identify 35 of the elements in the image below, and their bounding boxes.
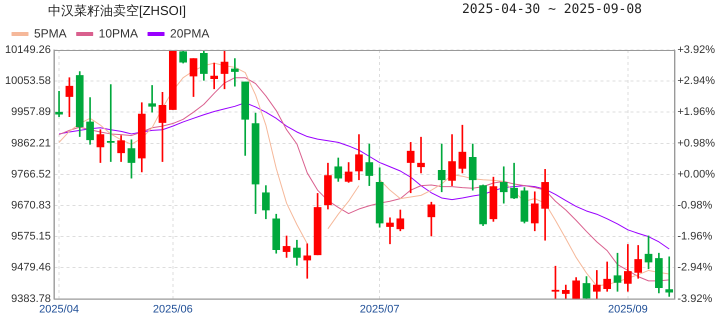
y-tick-label: 9670.83 [11, 200, 51, 212]
x-tick-label: 2025/04 [39, 303, 79, 316]
chart-title: 中汉菜籽油卖空[ZHSOI] [48, 2, 186, 20]
y-tick-label: 10149.26 [4, 44, 51, 56]
y-tick-label: 9862.21 [11, 137, 51, 150]
y2-tick-label: +0.98% [677, 137, 716, 150]
y2-tick-label: -1.96% [677, 230, 712, 243]
y2-tick-label: +0.00% [677, 168, 716, 180]
y-tick-label: 9383.78 [11, 292, 51, 305]
candlestick [417, 136, 425, 174]
candlestick [552, 266, 560, 299]
y2-tick-label: -0.98% [677, 200, 712, 212]
candlestick [158, 92, 166, 162]
candlestick [644, 236, 652, 270]
y-tick-label: 10053.58 [4, 75, 51, 88]
candlestick [55, 91, 63, 118]
chart-subtitle: 2025-04-30 ~ 2025-09-08 [462, 2, 642, 17]
y2-tick-label: +2.94% [677, 75, 716, 88]
y-tick-label: 9575.15 [11, 230, 51, 243]
x-tick-label: 2025/07 [360, 303, 400, 316]
y-tick-label: 9766.52 [11, 168, 51, 180]
candlestick [282, 236, 290, 258]
y2-tick-label: -2.94% [677, 262, 712, 274]
legend-label: 10PMA [98, 26, 138, 40]
y2-tick-label: +3.92% [677, 44, 716, 56]
legend-label: 5PMA [34, 26, 67, 40]
x-tick-label: 2025/06 [152, 303, 193, 316]
x-tick-label: 2025/09 [608, 303, 648, 316]
candlestick [386, 217, 394, 244]
y-tick-label: 9479.46 [11, 262, 51, 274]
y-tick-label: 9957.89 [11, 106, 51, 118]
y2-tick-label: +1.96% [677, 106, 716, 118]
legend-label: 20PMA [170, 26, 210, 40]
candlestick [614, 252, 622, 292]
y2-tick-label: -3.92% [677, 292, 712, 305]
